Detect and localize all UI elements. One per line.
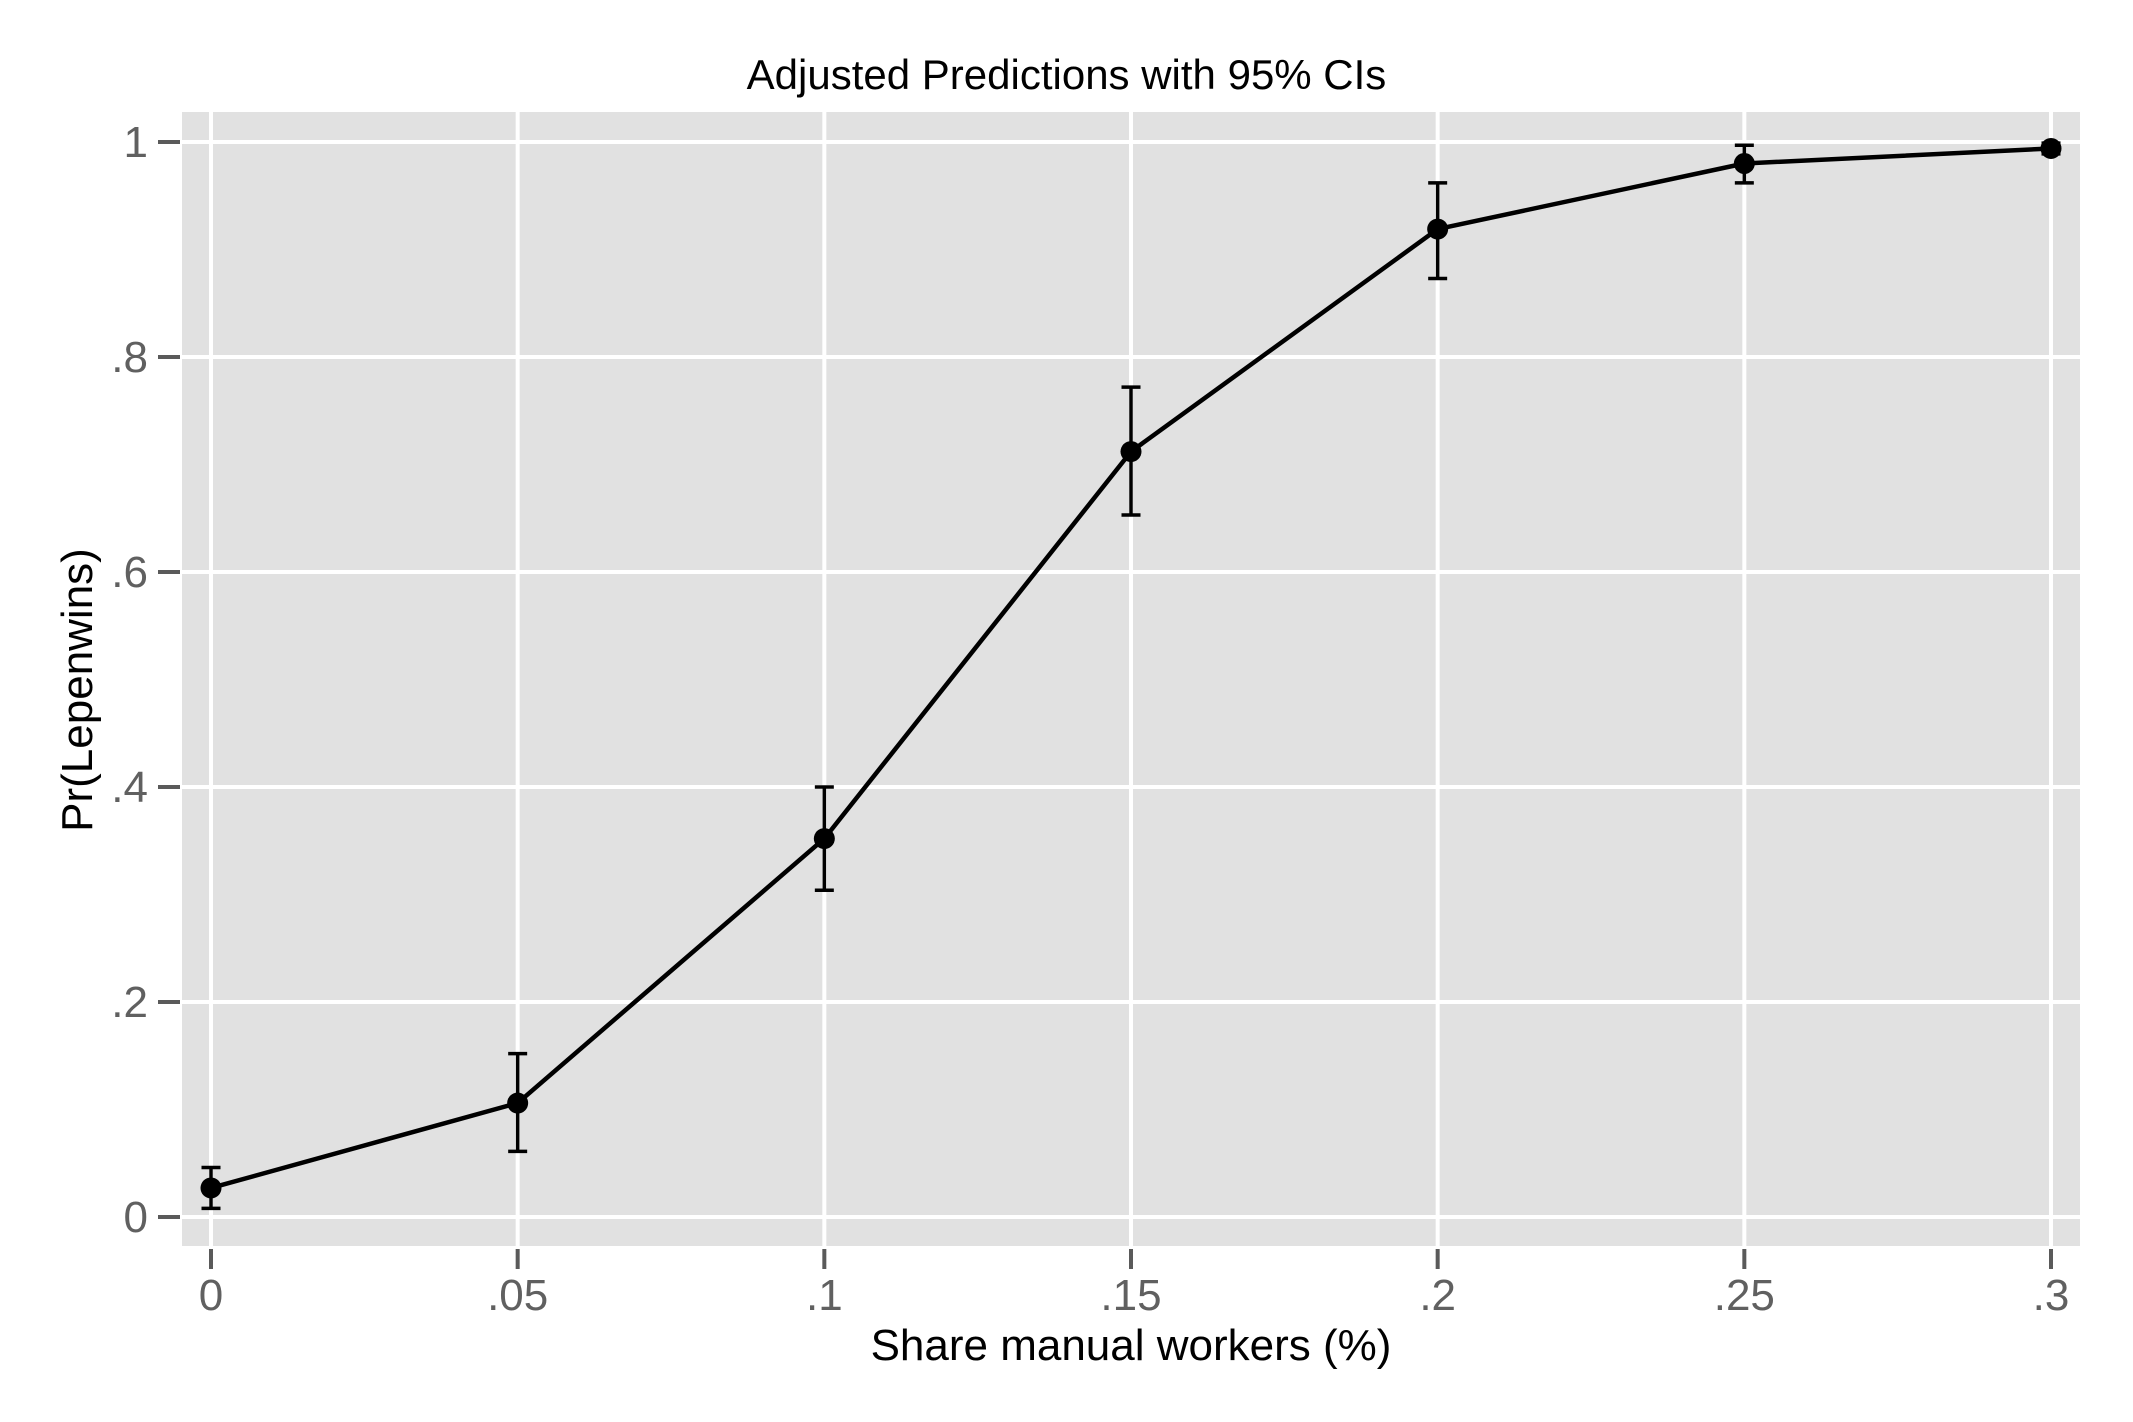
x-tick-label: 0 <box>199 1271 223 1320</box>
x-axis-title: Share manual workers (%) <box>870 1321 1392 1370</box>
y-tick-label: .6 <box>111 548 148 597</box>
y-tick-label: 1 <box>124 118 148 167</box>
x-tick-label: .15 <box>1100 1271 1161 1320</box>
x-tick-label: .25 <box>1714 1271 1775 1320</box>
x-tick-label: .3 <box>2033 1271 2070 1320</box>
chart-title: Adjusted Predictions with 95% CIs <box>746 51 1387 98</box>
data-point-marker <box>1427 218 1449 240</box>
data-point-marker <box>507 1092 529 1114</box>
y-tick-label: .8 <box>111 333 148 382</box>
x-tick-label: .2 <box>1419 1271 1456 1320</box>
x-tick-label: .05 <box>487 1271 548 1320</box>
y-tick-label: 0 <box>124 1193 148 1242</box>
data-point-marker <box>2040 137 2062 159</box>
data-point-marker <box>1733 153 1755 174</box>
data-point-marker <box>200 1177 222 1199</box>
y-tick-label: .2 <box>111 978 148 1027</box>
y-tick-label: .4 <box>111 763 148 812</box>
data-point-marker <box>1120 441 1142 463</box>
x-tick-label: .1 <box>806 1271 843 1320</box>
data-point-marker <box>813 828 835 850</box>
